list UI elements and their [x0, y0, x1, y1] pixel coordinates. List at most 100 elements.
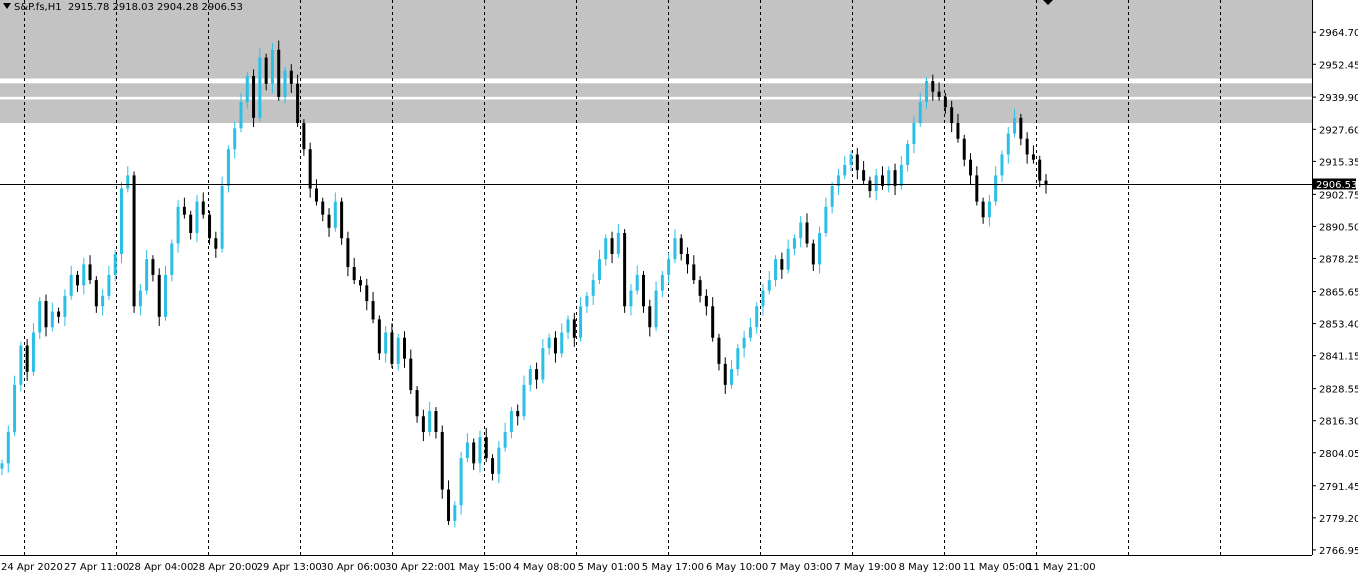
- candle-body: [107, 274, 111, 296]
- candle: [358, 276, 362, 292]
- candle: [289, 64, 293, 93]
- candle-body: [226, 149, 230, 186]
- candle: [6, 425, 10, 473]
- candle-body: [270, 49, 274, 84]
- candle: [453, 501, 457, 528]
- candle-body: [824, 206, 828, 233]
- candle: [208, 210, 212, 245]
- candle: [44, 294, 48, 337]
- candle: [925, 77, 929, 109]
- candle: [830, 181, 834, 214]
- candle: [189, 210, 193, 240]
- candle-body: [321, 201, 325, 215]
- candle: [346, 231, 350, 277]
- candle-body: [597, 259, 601, 281]
- candle-body: [660, 274, 664, 291]
- candle-body: [478, 437, 482, 464]
- resistance-zone-3: [0, 99, 1312, 124]
- candle-body: [931, 81, 935, 92]
- candle-body: [1038, 159, 1042, 181]
- candle: [880, 166, 884, 190]
- candle-body: [987, 201, 991, 218]
- time-tick-label: 6 May 10:00: [706, 562, 768, 573]
- candle-body: [13, 384, 17, 432]
- candle-body: [579, 306, 583, 338]
- time-axis-bg: [0, 555, 1358, 577]
- candle: [912, 116, 916, 154]
- candle: [1006, 126, 1010, 164]
- candle: [1044, 174, 1048, 194]
- candle: [25, 339, 29, 381]
- candle: [145, 250, 149, 295]
- candle: [352, 257, 356, 285]
- candle-body: [6, 431, 10, 464]
- candle-body: [296, 83, 300, 124]
- candle: [233, 121, 237, 159]
- candle-body: [937, 91, 941, 97]
- candle: [113, 250, 117, 282]
- candle: [906, 140, 910, 172]
- time-tick-label: 11 May 21:00: [1027, 562, 1096, 573]
- candle-body: [572, 319, 576, 338]
- candle: [176, 200, 180, 253]
- candle-body: [547, 337, 551, 349]
- candle: [824, 197, 828, 237]
- candle: [811, 239, 815, 271]
- candle-body: [189, 214, 193, 233]
- candle: [88, 255, 92, 285]
- candle: [1038, 155, 1042, 188]
- dropdown-triangle-icon[interactable]: [3, 3, 11, 9]
- candle-body: [132, 175, 136, 307]
- candle: [723, 357, 727, 394]
- candle: [428, 401, 432, 436]
- candle-body: [1000, 154, 1004, 176]
- candle: [994, 166, 998, 206]
- candle-body: [421, 416, 425, 432]
- candle-body: [119, 188, 123, 254]
- candle: [195, 195, 199, 243]
- chart-header: S&P.fs,H1 2915.78 2918.03 2904.28 2906.5…: [3, 2, 243, 13]
- candle: [459, 451, 463, 515]
- candle-body: [786, 248, 790, 270]
- resistance-zone-1: [0, 0, 1312, 79]
- time-tick-label: 24 Apr 2020: [1, 562, 63, 573]
- candle-body: [748, 327, 752, 338]
- candle: [855, 147, 859, 180]
- candle: [849, 150, 853, 172]
- candle-body: [717, 337, 721, 364]
- candle-body: [585, 295, 589, 307]
- price-tick-label: 2841.15: [1319, 352, 1358, 363]
- candle-body: [208, 214, 212, 239]
- candle: [1025, 132, 1029, 164]
- candle: [937, 82, 941, 101]
- candle-body: [799, 222, 803, 239]
- candle-body: [962, 138, 966, 160]
- candle: [252, 69, 256, 127]
- candle-body: [465, 442, 469, 459]
- time-tick-label: 29 Apr 13:00: [257, 562, 322, 573]
- candle-body: [761, 290, 765, 307]
- candle: [547, 333, 551, 355]
- candle-body: [440, 431, 444, 490]
- candle: [516, 404, 520, 426]
- candle-body: [623, 232, 627, 307]
- candle: [566, 315, 570, 340]
- candle: [1031, 145, 1035, 164]
- candle: [75, 270, 79, 292]
- candle: [918, 92, 922, 127]
- candle: [541, 339, 545, 384]
- candle-body: [767, 280, 771, 291]
- candle: [138, 284, 142, 316]
- candle: [132, 171, 136, 313]
- candle-body: [69, 274, 73, 296]
- candle: [396, 333, 400, 371]
- candle: [862, 161, 866, 185]
- candle: [333, 192, 337, 232]
- candle: [126, 166, 130, 193]
- candle-body: [780, 259, 784, 270]
- candle-body: [176, 206, 180, 244]
- candle-body: [887, 170, 891, 186]
- candle-body: [868, 180, 872, 192]
- candle: [868, 176, 872, 198]
